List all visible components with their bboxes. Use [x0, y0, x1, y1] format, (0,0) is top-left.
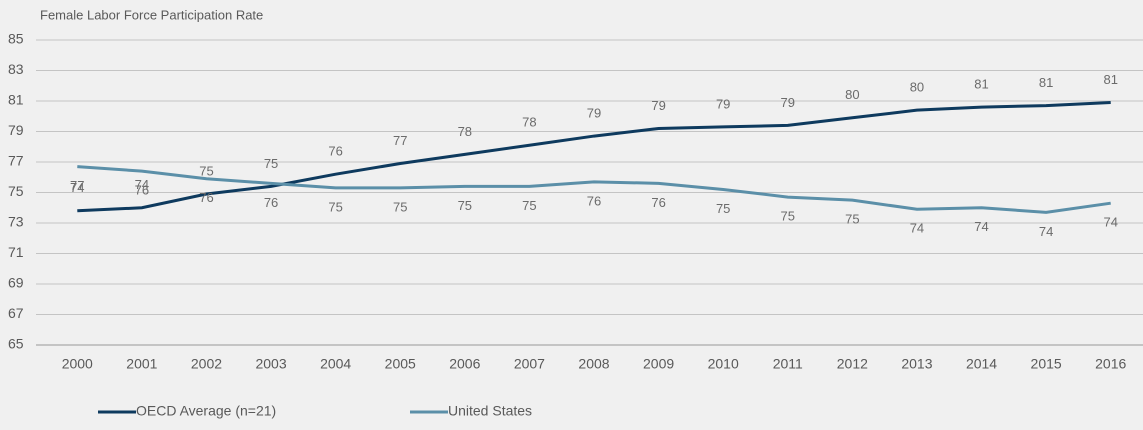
x-tick-label: 2006 — [449, 356, 480, 372]
value-label: 74 — [1103, 215, 1117, 230]
x-tick-label: 2004 — [320, 356, 351, 372]
value-label: 76 — [587, 193, 601, 208]
y-tick-label: 85 — [8, 31, 24, 47]
value-label: 76 — [328, 144, 342, 159]
y-tick-label: 75 — [8, 183, 24, 199]
legend-label: OECD Average (n=21) — [136, 403, 276, 419]
value-label: 76 — [199, 190, 213, 205]
y-tick-label: 79 — [8, 122, 24, 138]
chart-title: Female Labor Force Participation Rate — [40, 7, 263, 22]
value-label: 75 — [716, 201, 730, 216]
value-label: 78 — [522, 115, 536, 130]
x-tick-label: 2011 — [773, 356, 803, 372]
value-label: 77 — [70, 178, 84, 193]
value-label: 75 — [264, 156, 278, 171]
y-tick-label: 65 — [8, 336, 24, 352]
value-label: 75 — [393, 199, 407, 214]
value-label: 74 — [910, 221, 924, 236]
value-label: 79 — [651, 98, 665, 113]
y-tick-label: 77 — [8, 153, 24, 169]
value-label: 75 — [199, 163, 213, 178]
x-tick-label: 2016 — [1095, 356, 1126, 372]
y-tick-label: 83 — [8, 61, 24, 77]
x-tick-label: 2008 — [578, 356, 609, 372]
value-label: 77 — [393, 133, 407, 148]
value-label: 76 — [264, 195, 278, 210]
x-tick-label: 2012 — [837, 356, 868, 372]
value-label: 81 — [1039, 75, 1053, 90]
x-tick-label: 2010 — [708, 356, 739, 372]
x-tick-label: 2015 — [1031, 356, 1062, 372]
y-tick-label: 67 — [8, 305, 24, 321]
value-label: 75 — [845, 212, 859, 227]
x-tick-label: 2014 — [966, 356, 997, 372]
value-label: 75 — [781, 209, 795, 224]
y-tick-label: 71 — [8, 244, 24, 260]
value-label: 80 — [910, 80, 924, 95]
x-tick-label: 2002 — [191, 356, 222, 372]
value-label: 75 — [458, 198, 472, 213]
x-tick-label: 2003 — [255, 356, 286, 372]
x-tick-label: 2001 — [126, 356, 157, 372]
value-label: 81 — [974, 77, 988, 92]
y-tick-label: 73 — [8, 214, 24, 230]
value-label: 75 — [522, 198, 536, 213]
y-tick-label: 69 — [8, 275, 24, 291]
value-label: 76 — [135, 183, 149, 198]
legend-label: United States — [448, 403, 532, 419]
x-tick-label: 2007 — [514, 356, 545, 372]
value-label: 78 — [458, 124, 472, 139]
series-line — [77, 165, 1111, 214]
x-tick-label: 2009 — [643, 356, 674, 372]
value-label: 79 — [587, 106, 601, 121]
value-label: 76 — [651, 195, 665, 210]
y-tick-label: 81 — [8, 92, 24, 108]
value-label: 74 — [1039, 224, 1053, 239]
value-label: 80 — [845, 87, 859, 102]
value-label: 74 — [974, 219, 988, 234]
value-label: 74 — [135, 177, 149, 192]
x-tick-label: 2005 — [385, 356, 416, 372]
x-tick-label: 2000 — [62, 356, 93, 372]
value-label: 79 — [716, 96, 730, 111]
value-label: 75 — [328, 199, 342, 214]
series-line — [77, 101, 1111, 213]
value-label: 74 — [70, 180, 84, 195]
value-label: 81 — [1103, 72, 1117, 87]
value-label: 79 — [781, 95, 795, 110]
x-tick-label: 2013 — [901, 356, 932, 372]
